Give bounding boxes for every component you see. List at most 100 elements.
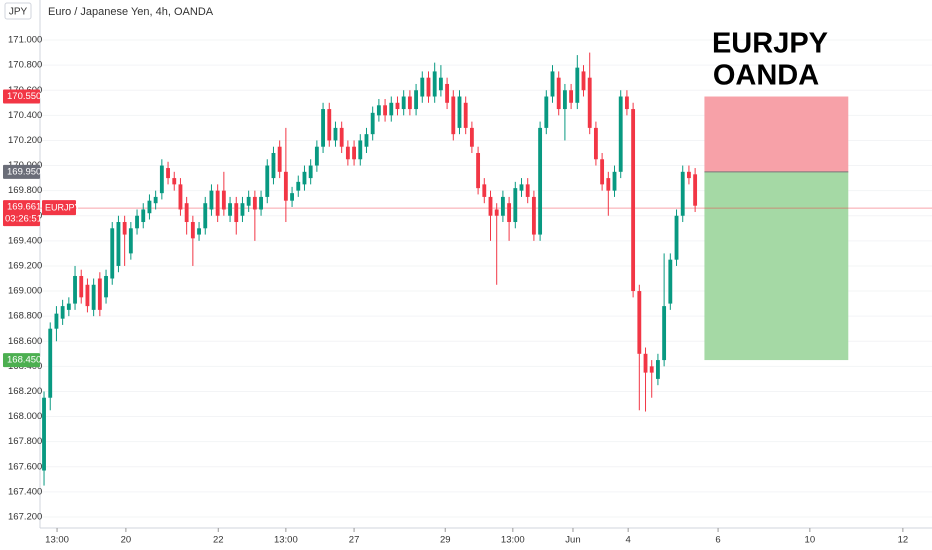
candle-body xyxy=(290,193,294,201)
candle-body xyxy=(655,360,660,379)
y-tick-label: 169.800 xyxy=(8,185,42,196)
symbol-label: EURJPY xyxy=(45,202,81,212)
candle-body xyxy=(407,96,412,110)
currency-box[interactable] xyxy=(4,2,32,20)
candle-body xyxy=(538,127,543,235)
candle-body xyxy=(469,127,474,147)
candle-body xyxy=(271,152,276,179)
candle-body xyxy=(141,209,146,223)
candle-body xyxy=(680,171,685,216)
candle-body xyxy=(414,90,419,110)
candle-body xyxy=(54,313,59,329)
candle-body xyxy=(463,102,468,128)
candle-body xyxy=(550,71,555,97)
x-tick-label: 13:00 xyxy=(501,535,525,546)
candle-body xyxy=(345,146,350,160)
x-tick-label: 12 xyxy=(898,535,909,546)
candle-body xyxy=(85,284,90,307)
y-tick-label: 167.200 xyxy=(8,511,42,522)
price-marker xyxy=(3,89,40,104)
candle-body xyxy=(178,184,183,210)
candle-body xyxy=(587,77,592,128)
candle-body xyxy=(383,105,388,116)
candle-body xyxy=(445,83,450,103)
annotation: OANDA xyxy=(713,60,819,92)
candle-body xyxy=(128,228,133,254)
candle-body xyxy=(203,203,208,229)
candle-body xyxy=(321,109,325,147)
candle-body xyxy=(662,306,667,361)
candle-body xyxy=(302,171,307,185)
y-tick-label: 169.200 xyxy=(8,260,42,271)
candle-body xyxy=(358,140,363,160)
price-marker xyxy=(3,353,40,368)
y-tick-label: 169.000 xyxy=(8,286,42,297)
candle-body xyxy=(166,168,170,179)
candle-body xyxy=(593,127,598,160)
candle-body xyxy=(352,146,356,160)
candle-body xyxy=(215,190,220,216)
plot-area: 171.000170.800170.600170.400170.200170.0… xyxy=(8,35,932,546)
candle-body xyxy=(476,152,481,189)
candle-body xyxy=(544,96,549,128)
candle-body xyxy=(234,203,239,223)
x-tick-label: 4 xyxy=(626,535,631,546)
current-price-marker xyxy=(3,200,40,227)
candle-body xyxy=(420,77,425,97)
candle-body xyxy=(135,215,139,229)
candle-body xyxy=(494,209,499,216)
candle-body xyxy=(612,171,617,191)
y-tick-label: 168.800 xyxy=(8,311,42,322)
candle-body xyxy=(376,105,381,116)
candle-body xyxy=(389,102,394,116)
candle-body xyxy=(116,222,121,266)
candle-body xyxy=(333,127,338,141)
candle-body xyxy=(364,134,369,147)
candle-body xyxy=(556,77,561,110)
price-marker-label: 168.450 xyxy=(7,355,41,366)
x-tick-label: 29 xyxy=(440,535,451,546)
candle-body xyxy=(339,127,344,147)
candle-body xyxy=(259,196,263,210)
chart-title: Euro / Japanese Yen, 4h, OANDA xyxy=(48,6,214,18)
candle-body xyxy=(104,275,108,298)
candle-body xyxy=(283,171,288,201)
candle-body xyxy=(531,196,536,235)
candle-body xyxy=(308,165,313,179)
y-tick-label: 170.800 xyxy=(8,60,42,71)
stop-zone xyxy=(704,96,849,172)
x-tick-label: 10 xyxy=(805,535,816,546)
candle-body xyxy=(674,215,679,260)
candle-body xyxy=(209,190,214,210)
candle-body xyxy=(581,71,586,91)
candle-body xyxy=(73,275,77,304)
y-tick-label: 170.200 xyxy=(8,135,42,146)
x-tick-label: 13:00 xyxy=(274,535,298,546)
candle-body xyxy=(252,196,257,210)
candle-body xyxy=(631,109,636,292)
candle-body xyxy=(79,275,84,298)
candle-body xyxy=(432,71,437,97)
candle-body xyxy=(401,96,406,110)
candle-body xyxy=(190,222,195,239)
candle-body xyxy=(296,181,301,191)
x-tick-label: Jun xyxy=(565,535,580,546)
candle-body xyxy=(606,178,611,191)
candle-body xyxy=(488,196,493,216)
candle-body xyxy=(110,228,115,279)
candle-body xyxy=(426,77,431,97)
candle-body xyxy=(618,96,623,172)
candle-body xyxy=(513,188,518,223)
y-tick-label: 168.000 xyxy=(8,411,42,422)
candle-body xyxy=(482,184,487,197)
candle-body xyxy=(562,90,567,110)
y-tick-label: 168.200 xyxy=(8,386,42,397)
candle-body xyxy=(265,165,270,197)
candle-body xyxy=(395,102,400,110)
candle-body xyxy=(438,77,443,91)
candle-body xyxy=(507,203,512,223)
x-tick-label: 22 xyxy=(213,535,224,546)
candle-body xyxy=(457,96,462,128)
annotation: EURJPY xyxy=(712,28,828,60)
